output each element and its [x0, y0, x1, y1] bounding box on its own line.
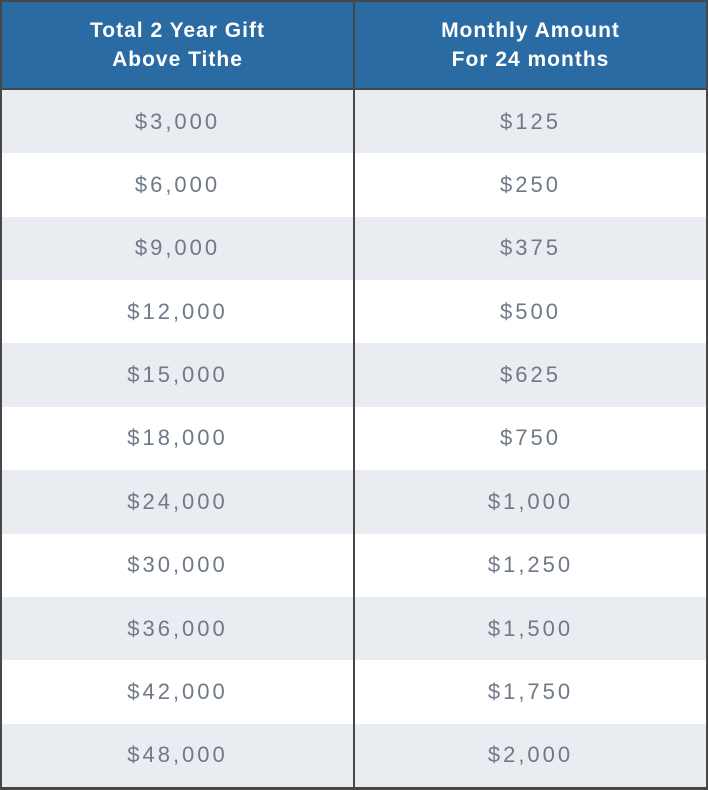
monthly-cell: $375: [500, 235, 561, 261]
monthly-cell: $750: [500, 425, 561, 451]
monthly-cell: $2,000: [487, 742, 574, 768]
monthly-cell: $1,000: [487, 488, 574, 514]
gift-cell: $30,000: [2, 533, 355, 597]
header-gift-line2: Above Tithe: [112, 48, 243, 71]
header-gift-line1: Total 2 Year Gift: [90, 19, 265, 42]
gift-cell: $6,000: [2, 153, 355, 217]
header-monthly-line1: Monthly Amount: [441, 19, 620, 42]
monthly-cell: $1,250: [487, 552, 574, 578]
gift-cell: $24,000: [2, 470, 355, 534]
table-row: $3,000 $125: [2, 90, 706, 154]
table-row: $12,000 $500: [2, 280, 706, 344]
monthly-cell: $125: [500, 108, 561, 134]
table-row: $30,000 $1,250: [2, 533, 706, 597]
table-row: $9,000 $375: [2, 216, 706, 281]
gift-cell: $48,000: [2, 723, 355, 787]
table-header: Total 2 Year Gift Above Tithe Monthly Am…: [2, 2, 706, 90]
table-row: $48,000 $2,000: [2, 723, 706, 787]
table-row: $42,000 $1,750: [2, 660, 706, 724]
table-row: $18,000 $750: [2, 406, 706, 471]
monthly-cell: $500: [500, 298, 561, 324]
table-row: $24,000 $1,000: [2, 470, 706, 534]
table-row: $6,000 $250: [2, 153, 706, 217]
monthly-cell: $1,750: [487, 678, 574, 704]
header-cell-gift: Total 2 Year Gift Above Tithe: [2, 2, 355, 88]
monthly-cell: $1,500: [487, 615, 574, 641]
monthly-cell: $625: [500, 362, 561, 388]
gift-cell: $12,000: [2, 280, 355, 344]
gift-cell: $18,000: [2, 406, 355, 471]
header-cell-monthly: Monthly Amount For 24 months: [355, 2, 706, 88]
gift-cell: $42,000: [2, 660, 355, 724]
gift-cell: $9,000: [2, 216, 355, 281]
gift-cell: $3,000: [2, 90, 355, 154]
gift-cell: $15,000: [2, 343, 355, 407]
table-row: $15,000 $625: [2, 343, 706, 407]
table-row: $36,000 $1,500: [2, 596, 706, 661]
header-monthly-line2: For 24 months: [451, 48, 610, 71]
monthly-cell: $250: [500, 172, 561, 198]
gift-cell: $36,000: [2, 596, 355, 661]
